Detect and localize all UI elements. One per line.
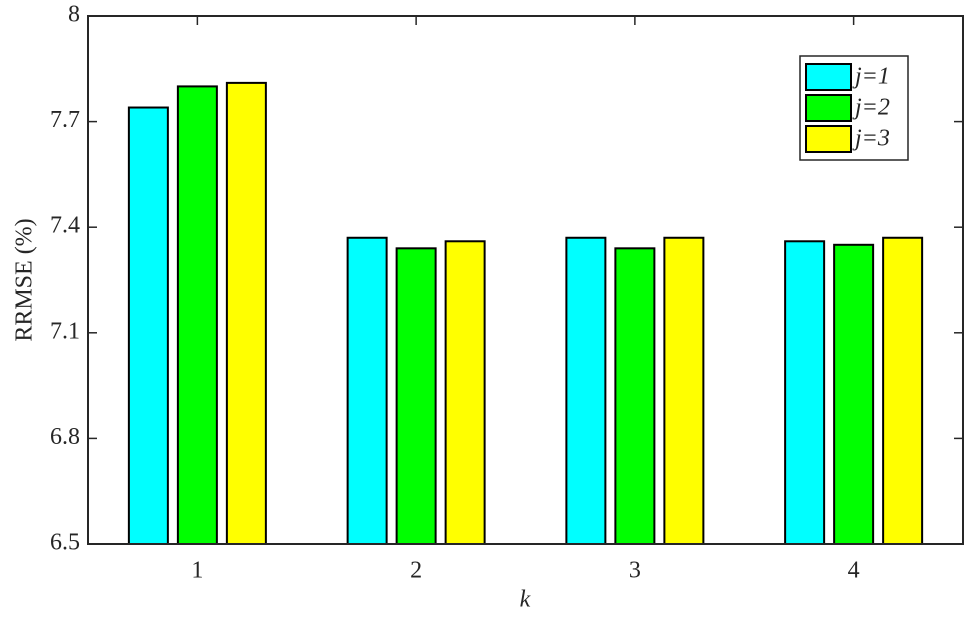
bar [784, 240, 826, 545]
y-tick-label: 7.1 [50, 318, 80, 344]
legend-label: j=2 [852, 95, 890, 121]
x-tick-label: 1 [191, 558, 203, 584]
y-tick-label: 6.8 [50, 424, 80, 450]
legend-label: j=1 [852, 64, 890, 90]
y-tick-label: 7.4 [50, 213, 80, 239]
x-axis-label: k [520, 587, 531, 613]
legend-swatch [805, 94, 852, 122]
x-tick-label: 3 [629, 558, 641, 584]
y-tick-label: 8 [68, 2, 80, 28]
bar [127, 106, 169, 546]
bar [663, 236, 705, 545]
bar [444, 240, 486, 545]
bar [614, 247, 656, 545]
x-tick-label: 4 [848, 558, 860, 584]
bar [176, 85, 218, 546]
legend-label: j=3 [852, 126, 890, 152]
bar [882, 236, 924, 545]
y-axis-label: RRMSE (%) [12, 218, 38, 341]
bar [225, 81, 267, 545]
bar [346, 236, 388, 545]
bar [833, 243, 875, 546]
x-tick-label: 2 [410, 558, 422, 584]
y-tick-label: 7.7 [50, 107, 80, 133]
bar [565, 236, 607, 545]
legend-swatch [805, 125, 852, 153]
legend-swatch [805, 63, 852, 91]
y-tick-label: 6.5 [50, 530, 80, 556]
bar [395, 247, 437, 545]
plot-frame [87, 15, 964, 545]
